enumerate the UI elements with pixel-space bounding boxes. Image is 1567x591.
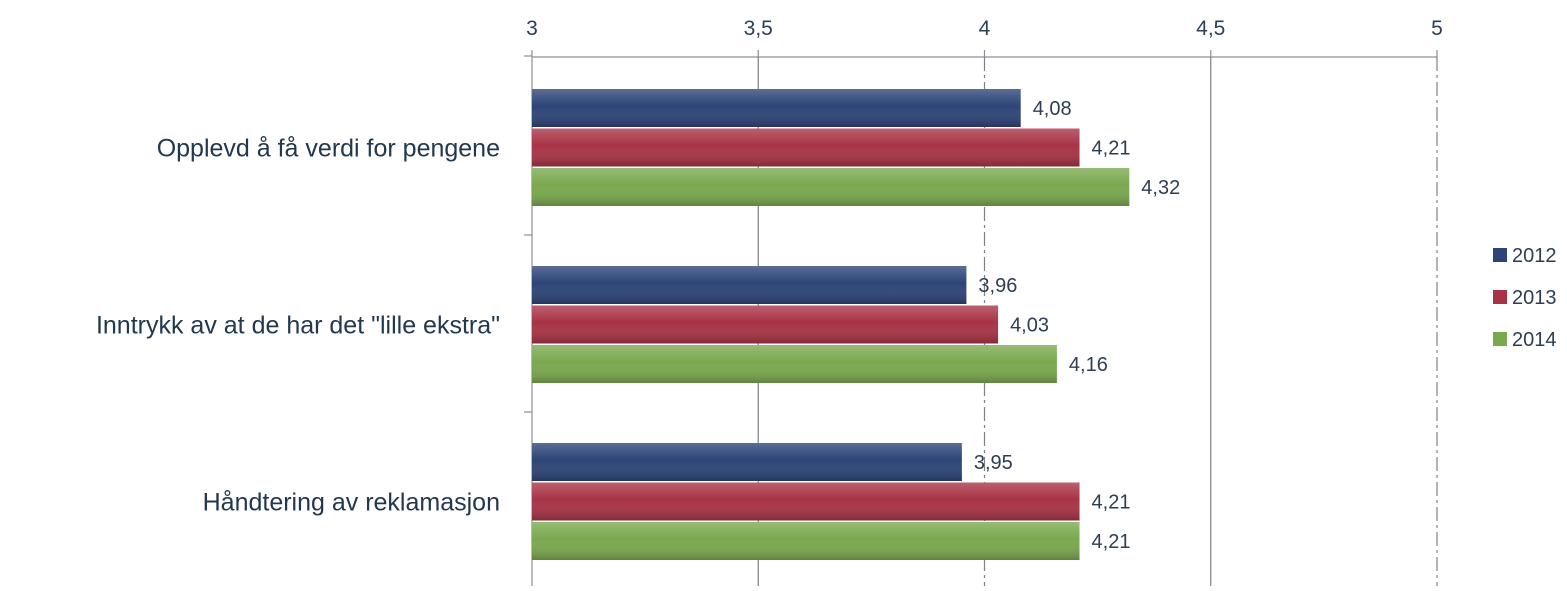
bar-shade-2014-cat-1	[532, 345, 1057, 383]
data-label-2013-cat-1: 4,03	[1010, 315, 1049, 337]
bar-shade-2013-cat-1	[532, 305, 999, 344]
legend-swatch-2013	[1493, 290, 1507, 304]
data-label-2014-cat-2: 4,21	[1092, 531, 1131, 553]
legend: 2012 2013 2014	[1493, 245, 1557, 351]
x-tick-label-3: 3	[526, 17, 538, 40]
x-tick-label-3,5: 3,5	[744, 17, 773, 40]
data-label-2013-cat-2: 4,21	[1092, 492, 1131, 514]
bar-shade-2012-cat-0	[532, 89, 1021, 127]
bar-shade-2014-cat-0	[532, 168, 1130, 206]
labels-layer: 3 3,5 4 4,5 5 4,08 4,21 4,32 Opplevd å få verdi …	[96, 17, 1443, 553]
data-label-2014-cat-1: 4,16	[1069, 354, 1108, 376]
legend-label-2012: 2012	[1512, 245, 1557, 267]
category-label-1: Inntrykk av at de har det "lille ekstra"	[96, 312, 500, 340]
data-label-2014-cat-0: 4,32	[1141, 177, 1180, 199]
bar-shade-2013-cat-2	[532, 482, 1080, 521]
category-label-2: Håndtering av reklamasjon	[203, 489, 500, 517]
data-label-2013-cat-0: 4,21	[1092, 138, 1131, 160]
data-label-2012-cat-1: 3,96	[978, 275, 1017, 297]
bar-shade-2013-cat-0	[532, 128, 1080, 167]
x-tick-label-4: 4	[979, 17, 991, 40]
legend-swatch-2012	[1493, 248, 1507, 262]
x-tick-label-4,5: 4,5	[1196, 17, 1225, 40]
legend-swatch-2014	[1493, 332, 1507, 346]
bar-shade-2014-cat-2	[532, 522, 1080, 560]
bars-layer	[532, 89, 1130, 560]
category-label-0: Opplevd å få verdi for pengene	[157, 135, 500, 163]
x-tick-label-5: 5	[1431, 17, 1443, 40]
bar-shade-2012-cat-2	[532, 443, 962, 481]
data-label-2012-cat-2: 3,95	[974, 452, 1013, 474]
data-label-2012-cat-0: 4,08	[1033, 98, 1072, 120]
legend-label-2013: 2013	[1512, 287, 1557, 309]
bar-shade-2012-cat-1	[532, 266, 967, 304]
legend-label-2014: 2014	[1512, 329, 1557, 351]
